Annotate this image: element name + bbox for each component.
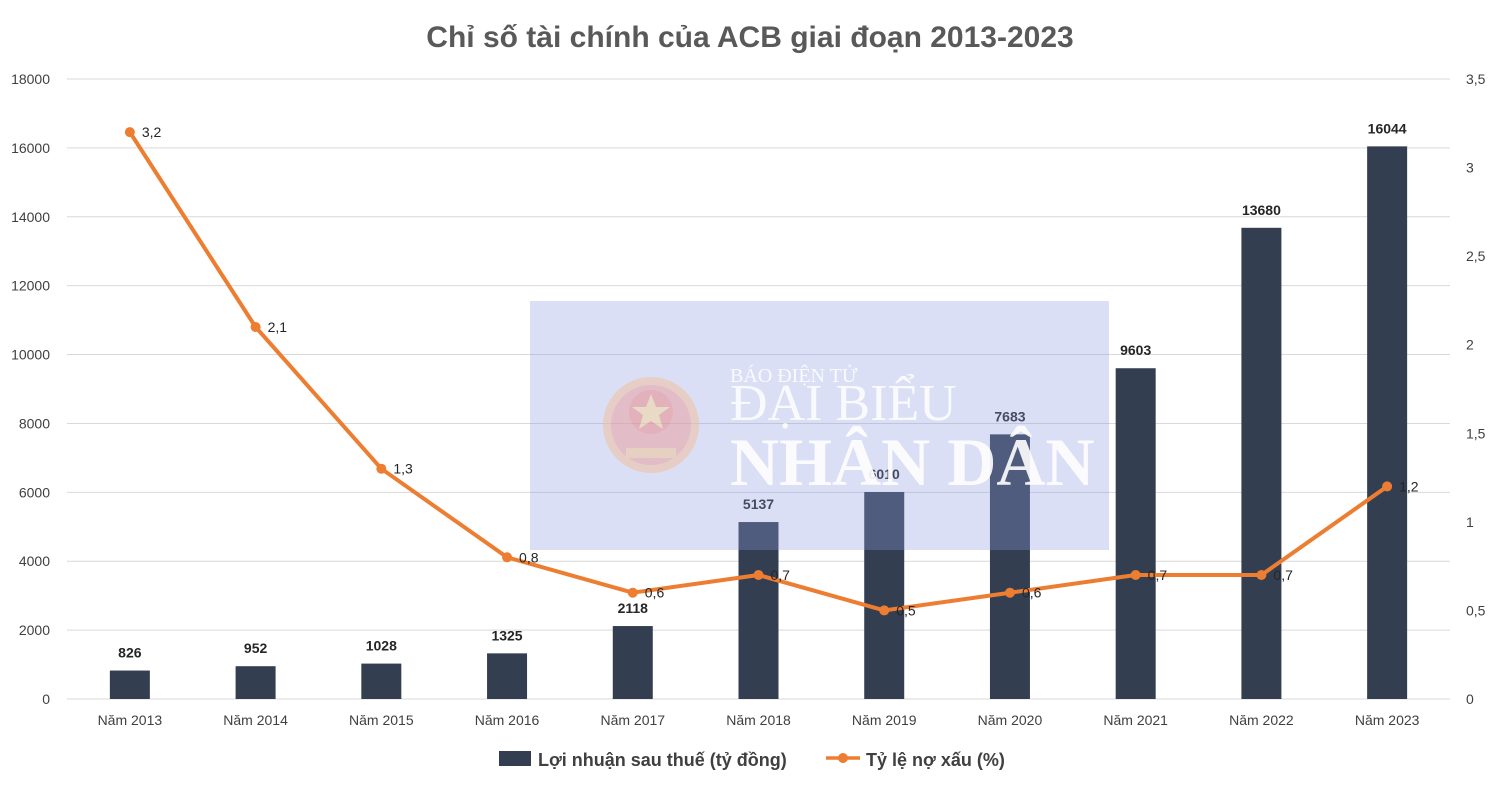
bar-value-label: 952	[244, 640, 268, 656]
x-tick-label: Năm 2014	[223, 712, 288, 728]
y-right-tick-label: 2	[1466, 337, 1474, 353]
bar	[738, 522, 779, 699]
watermark-line2: ĐẠI BIỂU	[730, 372, 957, 432]
bar	[361, 663, 402, 699]
line-value-label: 0,7	[1148, 567, 1168, 583]
line-value-label: 1,3	[393, 461, 413, 477]
legend-bar-swatch	[499, 751, 531, 766]
y-left-tick-label: 8000	[19, 415, 50, 431]
line-data-labels: 3,2 2,1 1,3 0,8 0,6 0,7 0,5 0,6 0,7 0,7 1,2	[142, 124, 1419, 618]
x-tick-label: Năm 2019	[852, 712, 917, 728]
bar-data-labels: 826 952 1028 1325 2118 5137 6010 7683 9603 13680 1…	[118, 120, 1407, 660]
line-value-label: 3,2	[142, 124, 162, 140]
x-tick-label: Năm 2015	[349, 712, 414, 728]
legend: Lợi nhuận sau thuế (tỷ đồng) Tỷ lệ nợ xấ…	[499, 750, 1005, 770]
bar	[989, 434, 1030, 699]
bar-value-label: 16044	[1368, 120, 1407, 136]
gridlines	[67, 78, 1450, 700]
bar	[1115, 368, 1156, 699]
y-axis-left: 0 2000 4000 6000 8000 10000 12000 14000 16000 180…	[11, 71, 50, 707]
watermark: BÁO ĐIỆN TỬ ĐẠI BIỂU NHÂN DÂN	[530, 301, 1109, 550]
line-value-label: 0,6	[1022, 585, 1042, 601]
y-left-tick-label: 4000	[19, 553, 50, 569]
y-right-tick-label: 2,5	[1466, 248, 1486, 264]
y-left-tick-label: 0	[42, 691, 50, 707]
bar-series	[109, 146, 1408, 700]
bar	[235, 666, 276, 699]
bar-value-label: 1028	[366, 638, 397, 654]
line-point	[376, 463, 387, 474]
line-point	[753, 570, 764, 580]
bar	[487, 653, 528, 699]
y-right-tick-label: 0	[1466, 691, 1474, 707]
x-tick-label: Năm 2023	[1355, 712, 1420, 728]
chart-title: Chỉ số tài chính của ACB giai đoạn 2013-…	[426, 21, 1073, 54]
bar-value-label: 9603	[1120, 342, 1151, 358]
y-right-tick-label: 0,5	[1466, 602, 1486, 618]
bar-value-label: 13680	[1242, 202, 1281, 218]
line-series	[124, 127, 1393, 616]
legend-line-marker	[838, 753, 848, 763]
line-value-label: 1,2	[1399, 478, 1419, 494]
bar	[1367, 146, 1408, 699]
bar-value-label: 826	[118, 645, 142, 661]
x-tick-label: Năm 2021	[1103, 712, 1168, 728]
emblem-icon	[603, 377, 699, 473]
line-value-label: 2,1	[268, 319, 288, 335]
line-point	[250, 322, 261, 332]
line-point	[1004, 587, 1015, 598]
bar	[1241, 227, 1282, 700]
line-point	[1256, 570, 1267, 580]
line-point	[1382, 481, 1393, 492]
y-right-tick-label: 1	[1466, 514, 1474, 530]
y-left-tick-label: 2000	[19, 622, 50, 638]
legend-bar-label: Lợi nhuận sau thuế (tỷ đồng)	[538, 750, 787, 770]
x-tick-label: Năm 2022	[1229, 712, 1294, 728]
bar-value-label: 6010	[869, 466, 900, 482]
x-tick-label: Năm 2018	[726, 712, 791, 728]
line-value-label: 0,8	[519, 549, 539, 565]
line-value-label: 0,5	[896, 602, 916, 618]
y-left-tick-label: 12000	[11, 278, 50, 294]
bar-value-label: 1325	[491, 627, 522, 643]
line-point	[124, 127, 135, 138]
watermark-line3: NHÂN DÂN	[730, 424, 1095, 500]
y-axis-right: 0 0,5 1 1,5 2 2,5 3 3,5	[1466, 71, 1486, 707]
bar-value-label: 7683	[994, 408, 1025, 424]
line-value-label: 0,6	[645, 585, 665, 601]
bar	[612, 626, 653, 699]
watermark-line1: BÁO ĐIỆN TỬ	[730, 364, 858, 387]
x-axis: Năm 2013 Năm 2014 Năm 2015 Năm 2016 Năm 2017…	[98, 712, 1420, 728]
bar	[109, 670, 150, 699]
line-value-label: 0,7	[771, 567, 791, 583]
bar	[864, 491, 905, 699]
line-point	[502, 552, 513, 563]
bar-value-label: 5137	[743, 496, 774, 512]
line-point	[1130, 570, 1141, 580]
y-right-tick-label: 1,5	[1466, 425, 1486, 441]
y-right-tick-label: 3,5	[1466, 71, 1486, 87]
line-point	[879, 605, 890, 616]
y-right-tick-label: 3	[1466, 160, 1474, 176]
y-left-tick-label: 6000	[19, 484, 50, 500]
y-left-tick-label: 14000	[11, 209, 50, 225]
y-left-tick-label: 10000	[11, 347, 50, 363]
line-point	[627, 587, 638, 598]
x-tick-label: Năm 2013	[98, 712, 163, 728]
bar-value-label: 2118	[618, 600, 649, 616]
legend-line-label: Tỷ lệ nợ xấu (%)	[866, 750, 1005, 770]
x-tick-label: Năm 2020	[978, 712, 1043, 728]
line-value-label: 0,7	[1273, 567, 1293, 583]
x-tick-label: Năm 2016	[475, 712, 540, 728]
x-tick-label: Năm 2017	[600, 712, 665, 728]
y-left-tick-label: 16000	[11, 140, 50, 156]
y-left-tick-label: 18000	[11, 71, 50, 87]
